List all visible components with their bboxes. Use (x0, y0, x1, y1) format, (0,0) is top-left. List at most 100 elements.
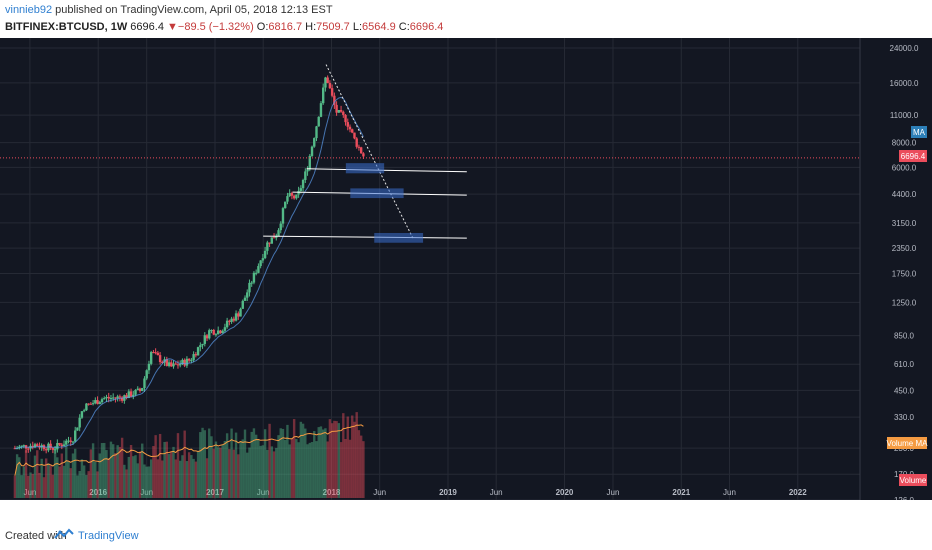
volume-tag-text: Volume (900, 476, 927, 485)
candle-body (116, 396, 119, 399)
candle-body (185, 358, 189, 366)
volume-bar (51, 474, 55, 498)
candle-body (114, 397, 117, 399)
candle-body (333, 95, 336, 105)
candle-body (252, 272, 256, 283)
volume-bar (295, 438, 298, 498)
chart-svg[interactable]: 24000.0 16000.0 11000.0 8000.0 6000.0 4400.0 3… (0, 38, 932, 505)
candle-body (80, 411, 84, 418)
volume-bar (330, 423, 334, 498)
volume-bar (136, 463, 139, 498)
volume-bar (111, 444, 115, 498)
candle-body (87, 403, 90, 405)
volume-bar (348, 439, 352, 498)
volume-bar (288, 444, 291, 498)
candle-body (295, 194, 298, 199)
candle-body (67, 440, 70, 442)
volume-bar (324, 428, 327, 498)
candle-body (149, 352, 153, 364)
volume-bar (29, 472, 32, 498)
volume-bar (232, 449, 236, 498)
volume-bar (40, 458, 43, 498)
volume-bar (299, 421, 303, 498)
volume-bar (125, 469, 128, 498)
candle-body (272, 237, 276, 239)
volume-bar (359, 435, 363, 498)
candle-body (337, 109, 341, 113)
candle-body (362, 153, 365, 157)
volume-tag: Volume (899, 474, 927, 486)
volume-bar (138, 451, 142, 498)
candle-body (292, 195, 296, 199)
volume-bar (333, 420, 336, 498)
candle-body (154, 352, 157, 354)
candle-body (306, 169, 309, 172)
candle-body (100, 399, 104, 403)
candle-body (27, 448, 30, 450)
volume-bar (321, 429, 325, 498)
volume-bar (279, 428, 282, 498)
volume-bar (335, 421, 338, 498)
candle-body (134, 389, 137, 395)
volume-bar (234, 432, 238, 498)
volume-bar (281, 428, 285, 498)
author-link[interactable]: vinnieb92 (5, 4, 53, 16)
volume-bar (27, 475, 30, 498)
candle-body (13, 448, 17, 450)
volume-bar (170, 451, 173, 498)
volume-bar (163, 441, 166, 498)
volume-bar (53, 446, 57, 498)
high-label: H: (305, 21, 317, 33)
support-zone-box (345, 163, 385, 174)
volume-bar (71, 453, 75, 498)
volume-bar (20, 475, 23, 498)
candle-body (257, 266, 260, 273)
volume-bar (181, 455, 184, 498)
candle-body (288, 193, 291, 197)
candle-body (91, 403, 95, 405)
candle-body (216, 330, 220, 335)
volume-bar (134, 455, 137, 498)
volume-bar (116, 445, 119, 498)
candle-body (78, 417, 81, 428)
y-tick-label: 126.0 (894, 496, 915, 500)
publish-info: vinnieb92 published on TradingView.com, … (5, 4, 333, 16)
price-chart[interactable]: 24000.0 16000.0 11000.0 8000.0 6000.0 4400.0 3… (0, 38, 932, 505)
y-tick-label: 6000.0 (892, 163, 917, 172)
tradingview-link[interactable]: TradingView (78, 530, 139, 542)
open-value: 6816.7 (268, 21, 303, 33)
low-label: L: (352, 21, 363, 33)
candle-body (190, 360, 193, 362)
volume-bar (96, 471, 99, 498)
x-tick-label: 2017 (206, 488, 224, 497)
price-tag-text: 6696.4 (901, 152, 926, 161)
volume-bar (105, 450, 108, 498)
candle-body (304, 171, 307, 180)
candle-body (158, 355, 162, 362)
y-tick-label: 16000.0 (890, 79, 919, 88)
volume-bar (167, 453, 171, 498)
y-tick-label: 3150.0 (892, 219, 917, 228)
volume-bar (176, 433, 180, 498)
volume-bar (158, 433, 162, 498)
x-tick-label: 2018 (323, 488, 341, 497)
volume-bar (33, 455, 37, 498)
open-label: O: (256, 21, 269, 33)
volume-bar (308, 442, 311, 498)
ma-tag: MA (911, 126, 927, 138)
volume-bar (109, 441, 113, 498)
y-tick-label: 1250.0 (892, 298, 917, 307)
candle-body (212, 329, 215, 335)
volume-ma-tag-bg (887, 437, 927, 449)
volume-bar (214, 441, 218, 498)
volume-bar (123, 464, 126, 498)
created-with-text: Created with (5, 530, 67, 542)
candle-body (279, 223, 282, 231)
volume-bar (172, 446, 175, 498)
price-tag: 6696.4 (899, 150, 927, 162)
support-line (306, 168, 467, 173)
candle-body (31, 445, 34, 448)
volume-bar (355, 412, 358, 498)
volume-bar (47, 463, 50, 498)
price-tag-bg (899, 150, 927, 162)
